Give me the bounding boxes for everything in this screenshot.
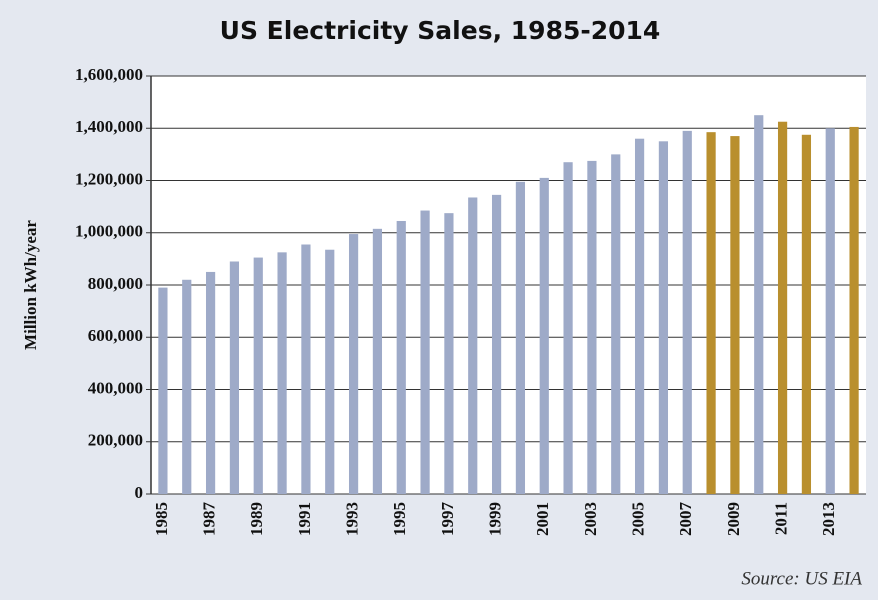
bar [396,220,406,494]
y-tick-label: 1,400,000 [75,117,143,136]
bar [420,210,430,494]
bar [587,160,597,494]
bar [611,154,621,494]
bar [491,194,502,494]
bar [182,279,192,494]
bar [229,261,240,494]
bar [325,249,335,494]
y-tick-label: 1,200,000 [75,169,143,188]
bar [277,252,287,494]
x-tick-label: 2003 [581,502,600,536]
bar [253,257,263,494]
y-tick-label: 600,000 [88,326,143,345]
x-tick-label: 2007 [676,502,695,537]
x-tick-label: 1997 [438,502,457,537]
bar [801,134,812,494]
bar [515,181,526,494]
x-tick-label: 2011 [771,502,790,535]
y-axis-label: Million kWh/year [21,220,40,350]
bar [706,132,716,494]
y-tick-label: 400,000 [88,378,143,397]
y-tick-label: 200,000 [88,431,143,450]
y-tick-label: 0 [135,483,144,502]
bar [444,213,454,494]
x-tick-label: 2009 [724,502,743,536]
bar [539,177,549,494]
bar [777,121,788,494]
bar [682,130,692,495]
y-tick-label: 1,600,000 [75,65,143,84]
x-tick-label: 1993 [342,502,361,536]
x-tick-label: 1995 [390,502,409,536]
x-tick-label: 2013 [819,502,838,536]
bar [563,162,573,494]
x-tick-label: 2001 [533,502,552,536]
bar [468,197,478,494]
bar [301,244,311,494]
x-tick-label: 1987 [199,502,218,537]
source: Source: US EIA [741,568,862,589]
bar [730,136,740,494]
y-tick-label: 800,000 [88,274,143,293]
y-tick-label: 1,000,000 [75,222,143,241]
x-tick-label: 1991 [295,502,314,536]
chart-title: US Electricity Sales, 1985-2014 [220,16,661,45]
x-tick-label: 2005 [628,502,647,536]
bar [372,228,383,495]
x-tick-label: 1989 [247,502,266,536]
bar [205,271,216,494]
x-tick-label: 1985 [152,502,171,536]
bar [849,126,859,494]
bar [658,141,669,494]
bar [634,138,645,494]
bar [825,128,835,494]
x-tick-label: 1999 [485,502,504,536]
bar [158,287,168,494]
bar [348,234,359,494]
bar [754,115,764,494]
